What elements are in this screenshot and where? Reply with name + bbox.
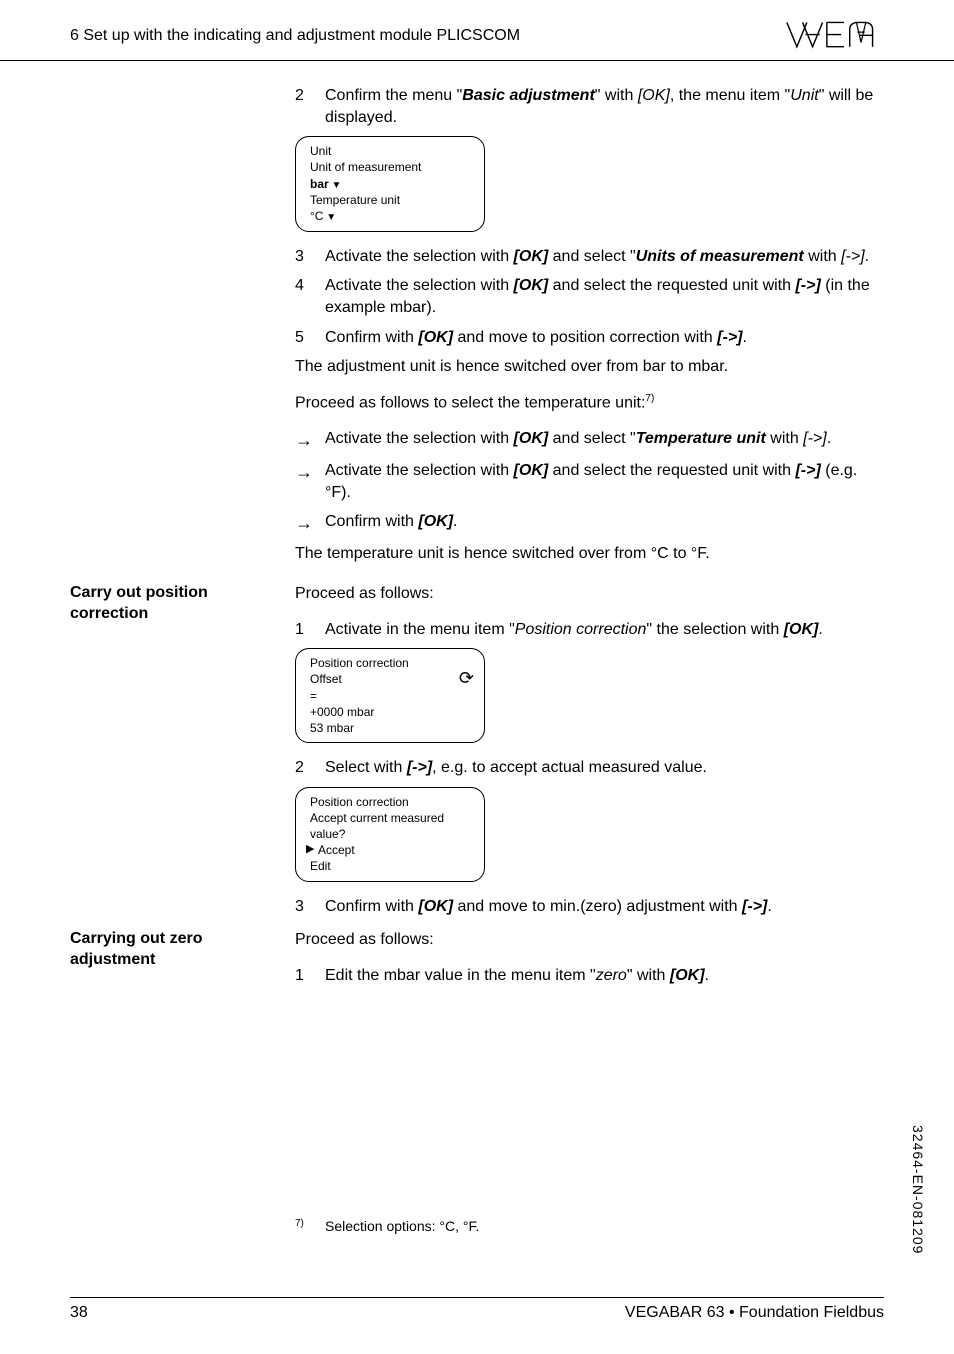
numbered-step: 2Select with [->], e.g. to accept actual… bbox=[295, 757, 884, 779]
rotate-icon: ⟳ bbox=[459, 669, 474, 687]
arrow-text: Confirm with [OK]. bbox=[325, 511, 884, 535]
step-text: Confirm with [OK] and move to min.(zero)… bbox=[325, 896, 884, 918]
numbered-step: 1Edit the mbar value in the menu item "z… bbox=[295, 965, 884, 987]
numbered-step: 5Confirm with [OK] and move to position … bbox=[295, 327, 884, 349]
paragraph: Proceed as follows to select the tempera… bbox=[295, 392, 884, 414]
lcd-line: Temperature unit bbox=[310, 192, 472, 208]
side-label: Carry out position correction bbox=[70, 583, 281, 625]
page-footer: 38 VEGABAR 63 • Foundation Fieldbus bbox=[70, 1297, 884, 1322]
lcd-display: UnitUnit of measurementbar ▼Temperature … bbox=[295, 136, 485, 232]
content-block: 2Confirm the menu "Basic adjustment" wit… bbox=[70, 85, 884, 579]
lcd-line: bar ▼ bbox=[310, 176, 472, 193]
lcd-line: value? bbox=[310, 826, 472, 842]
step-number: 4 bbox=[295, 275, 325, 318]
lcd-display: ⟳Position correctionOffset=+0000 mbar53 … bbox=[295, 648, 485, 743]
page-header: 6 Set up with the indicating and adjustm… bbox=[0, 0, 954, 61]
main-column: Proceed as follows: 1Activate in the menu… bbox=[295, 583, 884, 925]
arrow-step: →Activate the selection with [OK] and se… bbox=[295, 428, 884, 452]
arrow-text: Activate the selection with [OK] and sel… bbox=[325, 428, 884, 452]
step-text: Select with [->], e.g. to accept actual … bbox=[325, 757, 884, 779]
lcd-line: Position correction bbox=[310, 794, 472, 810]
paragraph: The temperature unit is hence switched o… bbox=[295, 543, 884, 565]
arrow-step: →Activate the selection with [OK] and se… bbox=[295, 460, 884, 503]
paragraph: Proceed as follows: bbox=[295, 929, 884, 951]
step-text: Activate the selection with [OK] and sel… bbox=[325, 246, 884, 268]
numbered-step: 3Confirm with [OK] and move to min.(zero… bbox=[295, 896, 884, 918]
step-text: Confirm with [OK] and move to position c… bbox=[325, 327, 884, 349]
arrow-icon: → bbox=[295, 428, 325, 452]
numbered-step: 1Activate in the menu item "Position cor… bbox=[295, 619, 884, 641]
step-number: 5 bbox=[295, 327, 325, 349]
footnote: 7) Selection options: °C, °F. bbox=[295, 1218, 479, 1234]
lcd-line: ▶Accept bbox=[310, 842, 472, 858]
footer-product: VEGABAR 63 • Foundation Fieldbus bbox=[625, 1304, 884, 1322]
numbered-step: 4Activate the selection with [OK] and se… bbox=[295, 275, 884, 318]
content-block: Carry out position correction Proceed as … bbox=[70, 583, 884, 925]
lcd-line: °C ▼ bbox=[310, 208, 472, 225]
step-text: Edit the mbar value in the menu item "ze… bbox=[325, 965, 884, 987]
lcd-line: = bbox=[310, 688, 472, 704]
lcd-line: Offset bbox=[310, 671, 472, 687]
lcd-line: Edit bbox=[310, 858, 472, 874]
step-number: 1 bbox=[295, 965, 325, 987]
step-number: 2 bbox=[295, 757, 325, 779]
page-number: 38 bbox=[70, 1304, 88, 1322]
lcd-line: +0000 mbar bbox=[310, 704, 472, 720]
lcd-line: Unit bbox=[310, 143, 472, 159]
down-arrow-icon: ▼ bbox=[329, 180, 342, 191]
footnote-marker: 7) bbox=[295, 1218, 325, 1234]
paragraph: The adjustment unit is hence switched ov… bbox=[295, 356, 884, 378]
lcd-line: Unit of measurement bbox=[310, 159, 472, 175]
section-title: 6 Set up with the indicating and adjustm… bbox=[70, 27, 520, 45]
down-arrow-icon: ▼ bbox=[323, 212, 336, 223]
page-content: 2Confirm the menu "Basic adjustment" wit… bbox=[0, 85, 954, 994]
side-label: Carrying out zero adjustment bbox=[70, 929, 281, 971]
step-text: Activate in the menu item "Position corr… bbox=[325, 619, 884, 641]
step-number: 1 bbox=[295, 619, 325, 641]
main-column: Proceed as follows: 1Edit the mbar value … bbox=[295, 929, 884, 994]
arrow-icon: → bbox=[295, 511, 325, 535]
content-block: Carrying out zero adjustment Proceed as f… bbox=[70, 929, 884, 994]
side-column bbox=[70, 85, 295, 579]
footnote-text: Selection options: °C, °F. bbox=[325, 1218, 479, 1234]
arrow-icon: → bbox=[295, 460, 325, 503]
numbered-step: 2Confirm the menu "Basic adjustment" wit… bbox=[295, 85, 884, 128]
vega-logo bbox=[784, 18, 884, 54]
side-column: Carry out position correction bbox=[70, 583, 295, 925]
step-number: 2 bbox=[295, 85, 325, 128]
document-id: 32464-EN-081209 bbox=[910, 1125, 926, 1254]
arrow-step: →Confirm with [OK]. bbox=[295, 511, 884, 535]
numbered-step: 3Activate the selection with [OK] and se… bbox=[295, 246, 884, 268]
lcd-line: Position correction bbox=[310, 655, 472, 671]
lcd-display: Position correctionAccept current measur… bbox=[295, 787, 485, 882]
step-number: 3 bbox=[295, 896, 325, 918]
arrow-text: Activate the selection with [OK] and sel… bbox=[325, 460, 884, 503]
lcd-line: 53 mbar bbox=[310, 720, 472, 736]
step-number: 3 bbox=[295, 246, 325, 268]
side-column: Carrying out zero adjustment bbox=[70, 929, 295, 994]
step-text: Confirm the menu "Basic adjustment" with… bbox=[325, 85, 884, 128]
pointer-icon: ▶ bbox=[306, 842, 314, 857]
lcd-line: Accept current measured bbox=[310, 810, 472, 826]
paragraph: Proceed as follows: bbox=[295, 583, 884, 605]
step-text: Activate the selection with [OK] and sel… bbox=[325, 275, 884, 318]
main-column: 2Confirm the menu "Basic adjustment" wit… bbox=[295, 85, 884, 579]
